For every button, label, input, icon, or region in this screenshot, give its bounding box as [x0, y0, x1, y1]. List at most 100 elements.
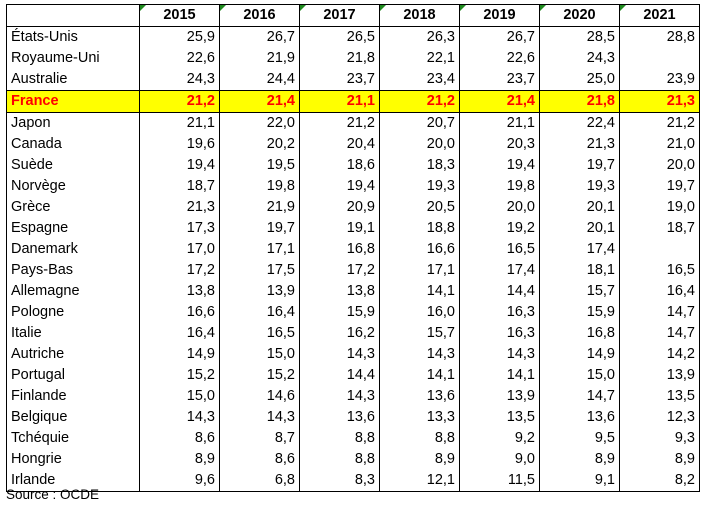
value-cell: 14,7 — [619, 302, 700, 323]
value-cell: 22,1 — [379, 48, 460, 69]
value-cell: 18,7 — [619, 218, 700, 239]
country-cell: Japon — [6, 112, 140, 134]
value-cell: 13,8 — [139, 281, 220, 302]
value-cell: 26,7 — [219, 26, 300, 48]
value-cell: 14,1 — [379, 281, 460, 302]
value-cell: 8,3 — [299, 470, 380, 492]
value-cell: 21,4 — [219, 90, 300, 113]
table-row: Danemark 17,0 17,1 16,8 16,6 16,5 17,4 — [6, 239, 700, 260]
value-cell: 17,2 — [299, 260, 380, 281]
value-cell: 19,6 — [139, 134, 220, 155]
country-cell: France — [6, 90, 140, 113]
value-cell: 15,0 — [139, 386, 220, 407]
value-cell: 8,6 — [139, 428, 220, 449]
value-cell: 19,0 — [619, 197, 700, 218]
value-cell: 19,5 — [219, 155, 300, 176]
value-cell: 21,8 — [539, 90, 620, 113]
table-row: Pologne 16,6 16,4 15,9 16,0 16,3 15,9 14,7 — [6, 302, 700, 323]
table-row: Espagne 17,3 19,7 19,1 18,8 19,2 20,1 18,7 — [6, 218, 700, 239]
value-cell: 15,9 — [539, 302, 620, 323]
value-cell: 14,7 — [619, 323, 700, 344]
value-cell: 14,3 — [379, 344, 460, 365]
value-cell: 13,6 — [299, 407, 380, 428]
value-cell: 19,8 — [459, 176, 540, 197]
value-cell: 18,3 — [379, 155, 460, 176]
value-cell: 20,0 — [459, 197, 540, 218]
table-row-highlighted: France 21,2 21,4 21,1 21,2 21,4 21,8 21,3 — [6, 90, 700, 113]
value-cell: 22,6 — [459, 48, 540, 69]
table-row: Grèce 21,3 21,9 20,9 20,5 20,0 20,1 19,0 — [6, 197, 700, 218]
header-year-cell: 2016 — [219, 4, 300, 27]
table-row: Japon 21,1 22,0 21,2 20,7 21,1 22,4 21,2 — [6, 112, 700, 134]
value-cell: 8,9 — [379, 449, 460, 470]
value-cell: 9,0 — [459, 449, 540, 470]
value-cell: 18,8 — [379, 218, 460, 239]
value-cell: 19,7 — [219, 218, 300, 239]
value-cell: 14,3 — [139, 407, 220, 428]
value-cell: 22,6 — [139, 48, 220, 69]
value-cell: 19,7 — [619, 176, 700, 197]
country-cell: Canada — [6, 134, 140, 155]
country-cell: Finlande — [6, 386, 140, 407]
value-cell: 21,4 — [459, 90, 540, 113]
value-cell: 14,1 — [459, 365, 540, 386]
value-cell: 16,5 — [619, 260, 700, 281]
country-cell: Australie — [6, 69, 140, 91]
value-cell: 21,1 — [139, 112, 220, 134]
data-table: 2015 2016 2017 2018 2019 2020 2021 États-Unis 2… — [6, 4, 700, 492]
table-row: Autriche 14,9 15,0 14,3 14,3 14,3 14,9 14,2 — [6, 344, 700, 365]
value-cell: 12,3 — [619, 407, 700, 428]
country-cell: Royaume-Uni — [6, 48, 140, 69]
value-cell: 20,0 — [619, 155, 700, 176]
value-cell: 21,0 — [619, 134, 700, 155]
country-cell: Espagne — [6, 218, 140, 239]
table-row: Canada 19,6 20,2 20,4 20,0 20,3 21,3 21,0 — [6, 134, 700, 155]
value-cell: 17,1 — [379, 260, 460, 281]
header-row: 2015 2016 2017 2018 2019 2020 2021 — [6, 4, 700, 27]
value-cell: 20,7 — [379, 112, 460, 134]
source-note: Source : OCDE — [6, 487, 100, 502]
value-cell: 15,2 — [139, 365, 220, 386]
value-cell: 17,4 — [539, 239, 620, 260]
value-cell: 18,1 — [539, 260, 620, 281]
value-cell: 14,3 — [459, 344, 540, 365]
value-cell: 21,1 — [459, 112, 540, 134]
value-cell: 8,2 — [619, 470, 700, 492]
value-cell: 28,5 — [539, 26, 620, 48]
value-cell: 14,9 — [539, 344, 620, 365]
header-year-cell: 2018 — [379, 4, 460, 27]
value-cell: 14,2 — [619, 344, 700, 365]
value-cell: 20,4 — [299, 134, 380, 155]
value-cell: 16,3 — [459, 302, 540, 323]
value-cell: 21,3 — [619, 90, 700, 113]
table-row: Portugal 15,2 15,2 14,4 14,1 14,1 15,0 13,9 — [6, 365, 700, 386]
value-cell: 16,3 — [459, 323, 540, 344]
value-cell: 21,2 — [139, 90, 220, 113]
value-cell: 19,4 — [459, 155, 540, 176]
value-cell: 21,3 — [139, 197, 220, 218]
value-cell: 17,5 — [219, 260, 300, 281]
table-row: Italie 16,4 16,5 16,2 15,7 16,3 16,8 14,7 — [6, 323, 700, 344]
value-cell: 9,5 — [539, 428, 620, 449]
value-cell: 23,7 — [299, 69, 380, 91]
value-cell: 20,1 — [539, 218, 620, 239]
value-cell: 21,3 — [539, 134, 620, 155]
value-cell: 13,5 — [619, 386, 700, 407]
country-cell: Suède — [6, 155, 140, 176]
country-cell: Tchéquie — [6, 428, 140, 449]
value-cell: 20,2 — [219, 134, 300, 155]
value-cell: 20,0 — [379, 134, 460, 155]
value-cell: 15,7 — [379, 323, 460, 344]
value-cell: 21,9 — [219, 197, 300, 218]
table-row: Finlande 15,0 14,6 14,3 13,6 13,9 14,7 13,5 — [6, 386, 700, 407]
value-cell: 17,4 — [459, 260, 540, 281]
value-cell: 19,4 — [299, 176, 380, 197]
table-row: Australie 24,3 24,4 23,7 23,4 23,7 25,0 23,9 — [6, 69, 700, 91]
table-row: Suède 19,4 19,5 18,6 18,3 19,4 19,7 20,0 — [6, 155, 700, 176]
value-cell: 22,4 — [539, 112, 620, 134]
value-cell: 20,9 — [299, 197, 380, 218]
value-cell: 24,4 — [219, 69, 300, 91]
value-cell: 15,9 — [299, 302, 380, 323]
value-cell: 8,8 — [299, 449, 380, 470]
country-cell: Hongrie — [6, 449, 140, 470]
